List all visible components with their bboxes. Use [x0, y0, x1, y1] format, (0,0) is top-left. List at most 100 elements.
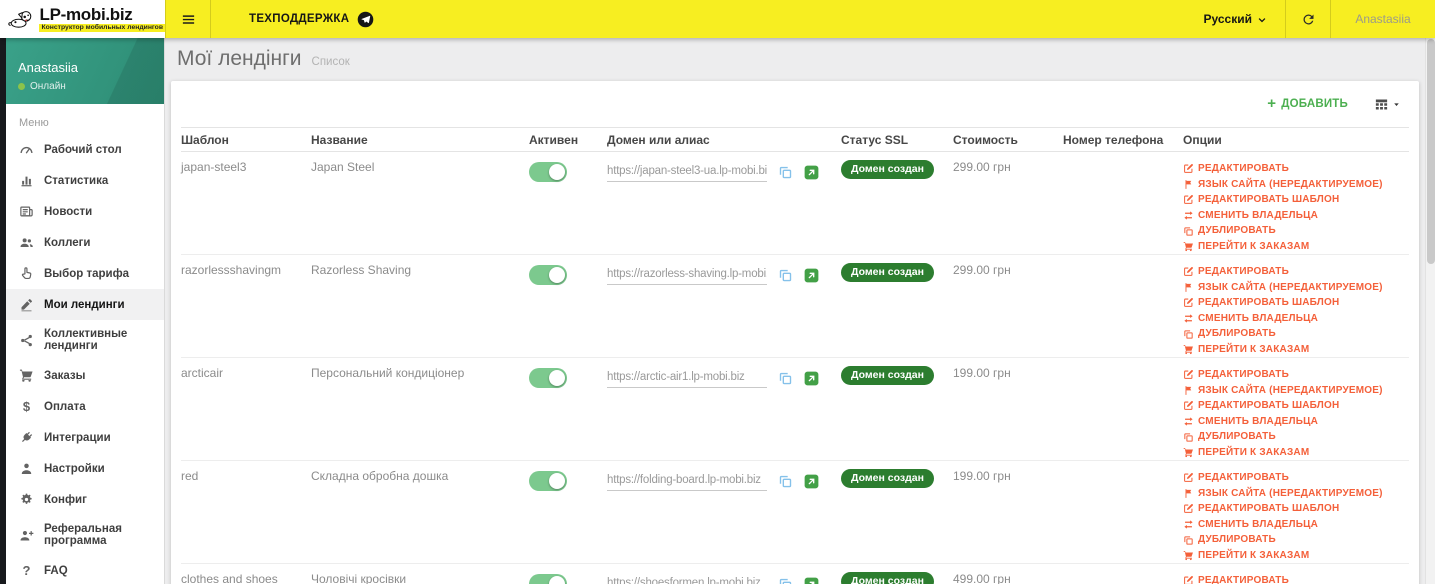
- sidebar-item-integrations[interactable]: Интеграции: [6, 422, 164, 453]
- card-toolbar: + ДОБАВИТЬ: [181, 81, 1409, 127]
- cart-icon: [1183, 550, 1194, 561]
- username: Anastasiia: [1355, 12, 1411, 26]
- profile-name: Anastasiia: [18, 60, 78, 75]
- sidebar-item-desktop[interactable]: Рабочий стол: [6, 134, 164, 165]
- option-edit-template[interactable]: РЕДАКТИРОВАТЬ ШАБЛОН: [1183, 295, 1409, 311]
- ssl-status-badge: Домен создан: [841, 469, 934, 488]
- logo[interactable]: LP-mobi.biz Конструктор мобильных лендин…: [0, 0, 165, 38]
- landings-card: + ДОБАВИТЬ Шаблон Название Активен Домен ил…: [171, 81, 1419, 584]
- copy-domain-button[interactable]: [778, 371, 793, 386]
- dollar-icon: $: [22, 399, 31, 414]
- sidebar-item-orders[interactable]: Заказы: [6, 360, 164, 391]
- domain-input[interactable]: https://shoesformen.lp-mobi.biz: [607, 577, 767, 584]
- option-change-owner[interactable]: СМЕНИТЬ ВЛАДЕЛЬЦА: [1183, 208, 1409, 224]
- table-header: Шаблон Название Активен Домен или алиас Стат…: [181, 127, 1409, 152]
- sidebar-item-label: FAQ: [44, 564, 68, 577]
- active-toggle[interactable]: [529, 574, 567, 584]
- active-toggle[interactable]: [529, 162, 567, 182]
- view-mode-dropdown[interactable]: [1374, 97, 1401, 112]
- refresh-button[interactable]: [1285, 0, 1331, 38]
- option-edit[interactable]: РЕДАКТИРОВАТЬ: [1183, 470, 1409, 486]
- option-edit[interactable]: РЕДАКТИРОВАТЬ: [1183, 161, 1409, 177]
- option-change-owner[interactable]: СМЕНИТЬ ВЛАДЕЛЬЦА: [1183, 414, 1409, 430]
- sidebar-item-news[interactable]: Новости: [6, 196, 164, 227]
- option-edit[interactable]: РЕДАКТИРОВАТЬ: [1183, 264, 1409, 280]
- open-site-button[interactable]: [804, 165, 819, 180]
- option-duplicate[interactable]: ДУБЛИРОВАТЬ: [1183, 223, 1409, 239]
- sidebar-item-collective-landings[interactable]: Коллективные лендинги: [6, 320, 164, 360]
- open-site-button[interactable]: [804, 371, 819, 386]
- option-change-owner[interactable]: СМЕНИТЬ ВЛАДЕЛЬЦА: [1183, 311, 1409, 327]
- copy-domain-button[interactable]: [778, 474, 793, 489]
- sidebar-item-settings[interactable]: Настройки: [6, 453, 164, 484]
- domain-input[interactable]: https://razorless-shaving.lp-mobi.b: [607, 268, 767, 285]
- open-site-button[interactable]: [804, 268, 819, 283]
- option-go-to-orders[interactable]: ПЕРЕЙТИ К ЗАКАЗАМ: [1183, 239, 1409, 255]
- user-icon: [19, 461, 34, 476]
- active-toggle[interactable]: [529, 471, 567, 491]
- option-duplicate[interactable]: ДУБЛИРОВАТЬ: [1183, 429, 1409, 445]
- sidebar-item-my-landings[interactable]: Мои лендинги: [6, 289, 164, 320]
- online-status: Онлайн: [30, 81, 66, 92]
- copy-domain-button[interactable]: [778, 577, 793, 584]
- sidebar-toggle-button[interactable]: [165, 0, 211, 38]
- scrollbar[interactable]: [1425, 38, 1435, 584]
- sidebar-item-statistics[interactable]: Статистика: [6, 165, 164, 196]
- active-toggle[interactable]: [529, 368, 567, 388]
- option-go-to-orders[interactable]: ПЕРЕЙТИ К ЗАКАЗАМ: [1183, 548, 1409, 564]
- sidebar-item-referral[interactable]: Реферальная программа: [6, 515, 164, 555]
- open-site-button[interactable]: [804, 474, 819, 489]
- sidebar-item-config[interactable]: Конфиг: [6, 484, 164, 515]
- copy-domain-button[interactable]: [778, 165, 793, 180]
- hamburger-icon: [181, 12, 196, 27]
- domain-input[interactable]: https://japan-steel3-ua.lp-mobi.biz: [607, 165, 767, 182]
- option-label: СМЕНИТЬ ВЛАДЕЛЬЦА: [1198, 415, 1319, 427]
- flag-icon: [1183, 179, 1194, 190]
- edit-icon: [1183, 575, 1194, 584]
- language-dropdown[interactable]: Русский: [1186, 0, 1286, 38]
- sidebar-item-colleagues[interactable]: Коллеги: [6, 227, 164, 258]
- option-site-language[interactable]: ЯЗЫК САЙТА (НЕРЕДАКТИРУЕМОЕ): [1183, 280, 1409, 296]
- duplicate-icon: [1183, 226, 1194, 237]
- open-site-button[interactable]: [804, 577, 819, 584]
- option-label: РЕДАКТИРОВАТЬ: [1198, 575, 1289, 584]
- sidebar-item-faq[interactable]: ? FAQ: [6, 555, 164, 584]
- option-duplicate[interactable]: ДУБЛИРОВАТЬ: [1183, 532, 1409, 548]
- option-edit-template[interactable]: РЕДАКТИРОВАТЬ ШАБЛОН: [1183, 501, 1409, 517]
- sidebar-menu: Рабочий стол Статистика Новости Коллеги Выбо…: [6, 134, 164, 584]
- domain-input[interactable]: https://arctic-air1.lp-mobi.biz: [607, 371, 767, 388]
- sidebar-item-payment[interactable]: $ Оплата: [6, 391, 164, 422]
- logo-subtitle: Конструктор мобильных лендингов: [39, 23, 165, 33]
- ssl-status-badge: Домен создан: [841, 160, 934, 179]
- option-site-language[interactable]: ЯЗЫК САЙТА (НЕРЕДАКТИРУЕМОЕ): [1183, 486, 1409, 502]
- option-go-to-orders[interactable]: ПЕРЕЙТИ К ЗАКАЗАМ: [1183, 445, 1409, 461]
- copy-domain-button[interactable]: [778, 268, 793, 283]
- option-go-to-orders[interactable]: ПЕРЕЙТИ К ЗАКАЗАМ: [1183, 342, 1409, 358]
- user-menu[interactable]: Anastasiia: [1331, 0, 1435, 38]
- option-change-owner[interactable]: СМЕНИТЬ ВЛАДЕЛЬЦА: [1183, 517, 1409, 533]
- option-duplicate[interactable]: ДУБЛИРОВАТЬ: [1183, 326, 1409, 342]
- users-icon: [19, 235, 34, 250]
- option-label: РЕДАКТИРОВАТЬ ШАБЛОН: [1198, 297, 1340, 309]
- option-label: ДУБЛИРОВАТЬ: [1198, 431, 1276, 443]
- domain-input[interactable]: https://folding-board.lp-mobi.biz: [607, 474, 767, 491]
- option-label: РЕДАКТИРОВАТЬ: [1198, 266, 1289, 277]
- option-edit[interactable]: РЕДАКТИРОВАТЬ: [1183, 573, 1409, 584]
- gears-icon: [19, 492, 34, 507]
- option-site-language[interactable]: ЯЗЫК САЙТА (НЕРЕДАКТИРУЕМОЕ): [1183, 177, 1409, 193]
- flag-icon: [1183, 282, 1194, 293]
- support-label: ТЕХПОДДЕРЖКА: [249, 13, 350, 25]
- column-header: Опции: [1183, 132, 1222, 147]
- sidebar-item-tariff[interactable]: Выбор тарифа: [6, 258, 164, 289]
- column-header: Статус SSL: [841, 132, 909, 147]
- add-button[interactable]: + ДОБАВИТЬ: [1267, 96, 1348, 111]
- option-site-language[interactable]: ЯЗЫК САЙТА (НЕРЕДАКТИРУЕМОЕ): [1183, 383, 1409, 399]
- scrollbar-thumb[interactable]: [1427, 39, 1435, 264]
- support-button[interactable]: ТЕХПОДДЕРЖКА: [249, 0, 374, 38]
- column-header: Стоимость: [953, 132, 1018, 147]
- option-edit-template[interactable]: РЕДАКТИРОВАТЬ ШАБЛОН: [1183, 398, 1409, 414]
- active-toggle[interactable]: [529, 265, 567, 285]
- option-edit-template[interactable]: РЕДАКТИРОВАТЬ ШАБЛОН: [1183, 192, 1409, 208]
- sidebar-item-label: Заказы: [44, 369, 86, 382]
- option-edit[interactable]: РЕДАКТИРОВАТЬ: [1183, 367, 1409, 383]
